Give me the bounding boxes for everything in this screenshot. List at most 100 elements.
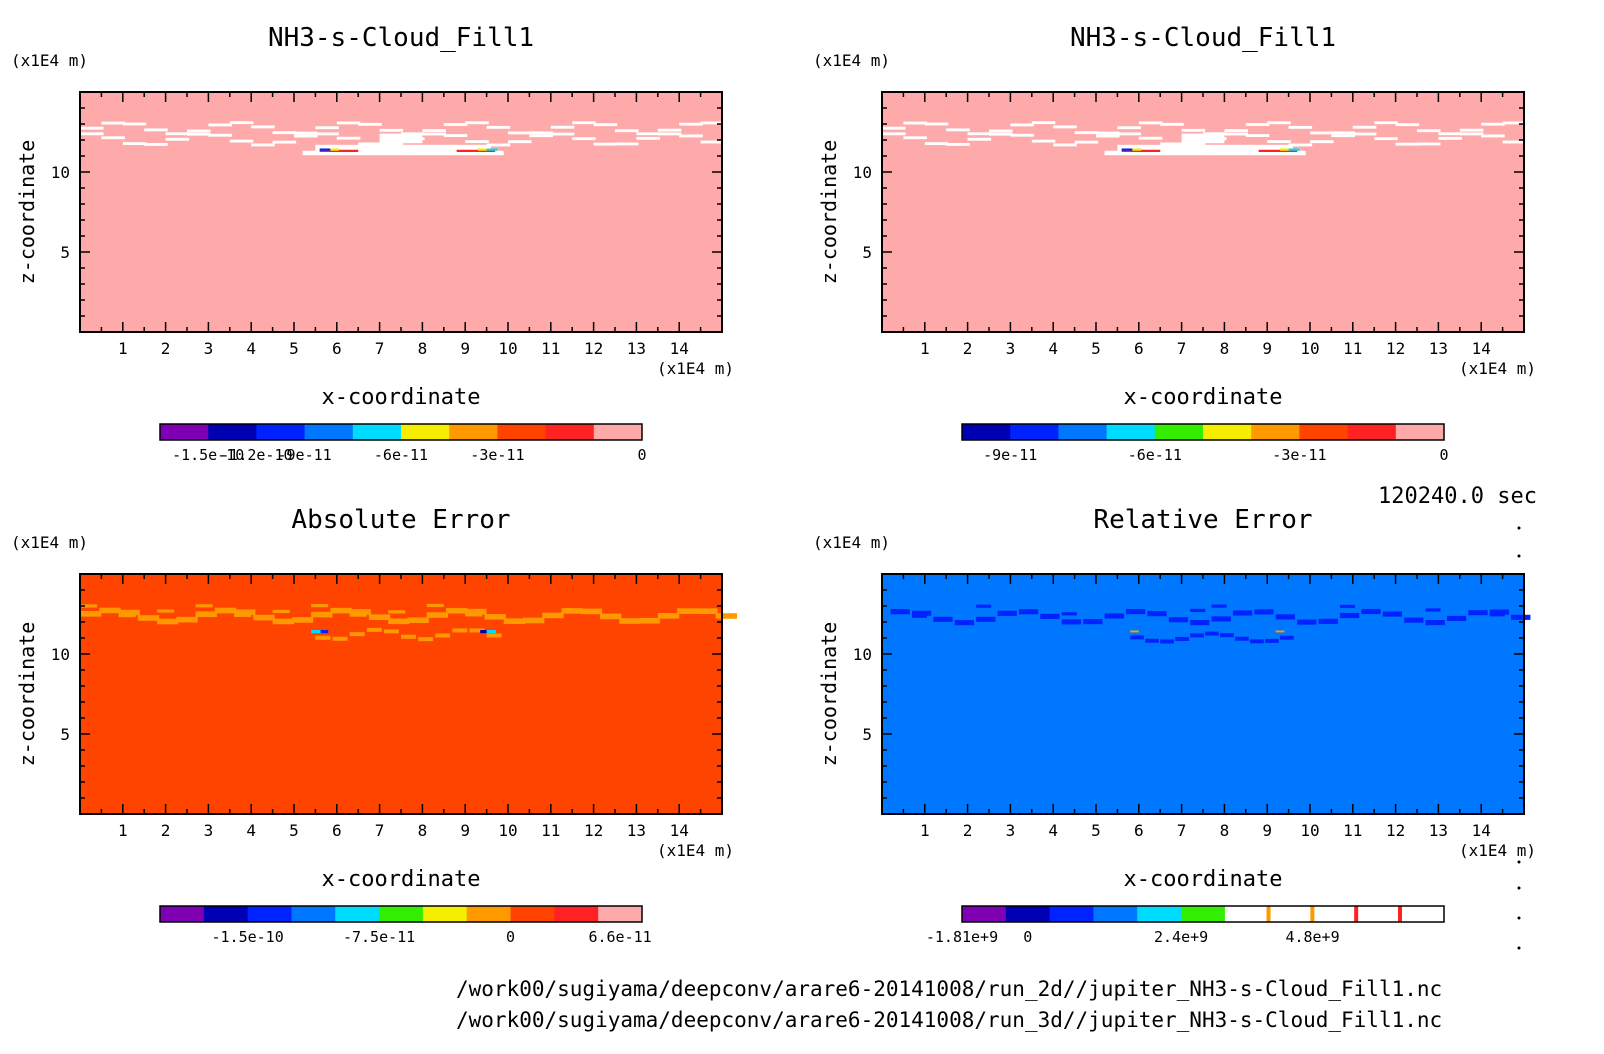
colorbar-segment <box>203 906 249 922</box>
heatmap-cell <box>1040 615 1056 619</box>
colorbar-segment <box>1093 906 1138 922</box>
heatmap-cell <box>1459 128 1484 132</box>
colorbar-segment <box>1397 906 1402 922</box>
colorbar-tick-label: -3e-11 <box>470 446 524 464</box>
heatmap-cell <box>580 608 603 615</box>
heatmap-cell <box>452 628 468 633</box>
colorbar-segment <box>1395 424 1445 440</box>
heatmap-cell <box>1254 609 1274 615</box>
y-tick-label: 10 <box>853 645 872 664</box>
x-axis-label: x-coordinate <box>322 867 481 892</box>
x-tick-label: 7 <box>375 339 385 358</box>
heatmap-cell <box>1339 612 1360 619</box>
heatmap-cell <box>465 613 483 617</box>
heatmap-cell <box>272 140 297 144</box>
x-tick-label: 8 <box>1220 821 1230 840</box>
colorbar-segment <box>962 424 1011 440</box>
x-tick-label: 3 <box>1006 821 1016 840</box>
heatmap-cell <box>486 143 511 147</box>
x-tick-label: 11 <box>541 339 560 358</box>
x-tick-label: 2 <box>161 339 171 358</box>
heatmap-cell <box>1117 132 1141 136</box>
heatmap-cell <box>1245 123 1270 126</box>
heatmap-cell <box>1288 125 1313 129</box>
heatmap-cell <box>332 636 348 641</box>
colorbar-segment <box>449 424 498 440</box>
x-tick-label: 5 <box>1091 339 1101 358</box>
heatmap-cell <box>1361 609 1377 614</box>
x-tick-label: 11 <box>541 821 560 840</box>
heatmap-cell <box>315 144 491 153</box>
colorbar-segment <box>208 424 257 440</box>
chart-panel-3: Absolute Error(x1E4 m)1 2 3 4 5 6 7 8 9 10 11 12 13 1… <box>11 505 737 946</box>
heatmap-cell <box>195 604 213 608</box>
x-tick-label: 2 <box>963 821 973 840</box>
chart-panel-2: NH3-s-Cloud_Fill1(x1E4 m)1 2 3 4 5 6 7 8 9 10 11 12… <box>813 23 1536 464</box>
chart-panel-4: Relative Error(x1E4 m)1 2 3 4 5 6 7 8 9 10 11 12 13 1… <box>813 505 1536 946</box>
colorbar-segment <box>1251 424 1300 440</box>
heatmap-cell <box>550 125 575 129</box>
chart-title: NH3-s-Cloud_Fill1 <box>268 23 534 53</box>
heatmap-cell <box>469 628 485 633</box>
y-tick-label: 10 <box>51 645 70 664</box>
heatmap-cell <box>1438 136 1462 140</box>
heatmap-cell <box>208 123 232 127</box>
colorbar-segment <box>1400 906 1445 922</box>
y-tick-label: 5 <box>60 725 70 744</box>
heatmap-cell <box>443 134 468 138</box>
heatmap-cell <box>251 143 275 147</box>
x-tick-label: 10 <box>498 339 517 358</box>
x-tick-label: 1 <box>118 821 128 840</box>
heatmap-cell <box>358 122 382 126</box>
heatmap-cell <box>1339 604 1355 609</box>
heatmap-cell <box>882 126 906 130</box>
y-tick-label: 10 <box>51 163 70 182</box>
heatmap-cell <box>1280 635 1294 640</box>
heatmap-cell <box>80 604 98 608</box>
heatmap-cell <box>1288 143 1313 147</box>
x-tick-label: 5 <box>1091 821 1101 840</box>
y-axis-label: z-coordinate <box>817 140 841 285</box>
colorbar-segment <box>1106 424 1156 440</box>
heatmap-cell <box>157 618 179 625</box>
colorbar-segment <box>466 906 512 922</box>
y-unit-label: (x1E4 m) <box>813 51 890 70</box>
heatmap-cell <box>229 121 254 125</box>
heatmap-cell <box>366 627 382 632</box>
x-tick-label: 14 <box>1472 821 1491 840</box>
x-axis-label: x-coordinate <box>322 385 481 410</box>
x-tick-label: 12 <box>584 339 603 358</box>
heatmap-cell <box>1267 140 1291 144</box>
heatmap-cell <box>508 131 532 135</box>
chart-title: Absolute Error <box>291 505 510 535</box>
colorbar-segment <box>335 906 380 922</box>
heatmap-cell <box>1061 619 1082 625</box>
heatmap-cell <box>484 614 506 620</box>
heatmap-cell <box>1275 615 1291 619</box>
colorbar-segment <box>593 424 643 440</box>
heatmap-cell <box>426 612 449 618</box>
heatmap-cell <box>1053 125 1077 129</box>
heatmap-cell <box>593 142 618 146</box>
colorbar-segment <box>1347 424 1397 440</box>
heatmap-cell <box>80 126 104 130</box>
heatmap-cell <box>445 607 468 614</box>
heatmap-cell <box>272 131 297 135</box>
colorbar-tick-label: -1.5e-10 <box>172 446 244 464</box>
heatmap-cell <box>315 635 331 640</box>
heatmap-cell <box>1417 142 1441 146</box>
heatmap-cell <box>890 608 906 613</box>
x-unit-label: (x1E4 m) <box>657 359 734 378</box>
heatmap-cell <box>118 613 136 618</box>
heatmap-cell <box>480 630 487 634</box>
margin-dot <box>1517 916 1521 920</box>
heatmap-cell <box>615 142 639 146</box>
heatmap-cell <box>1018 609 1039 615</box>
colorbar-segment <box>1268 906 1314 922</box>
heatmap-cell <box>638 617 660 624</box>
heatmap-cell <box>478 148 487 151</box>
heatmap-cell <box>320 630 329 634</box>
x-tick-label: 4 <box>246 821 256 840</box>
heatmap-cell <box>291 617 314 623</box>
x-tick-label: 1 <box>118 339 128 358</box>
